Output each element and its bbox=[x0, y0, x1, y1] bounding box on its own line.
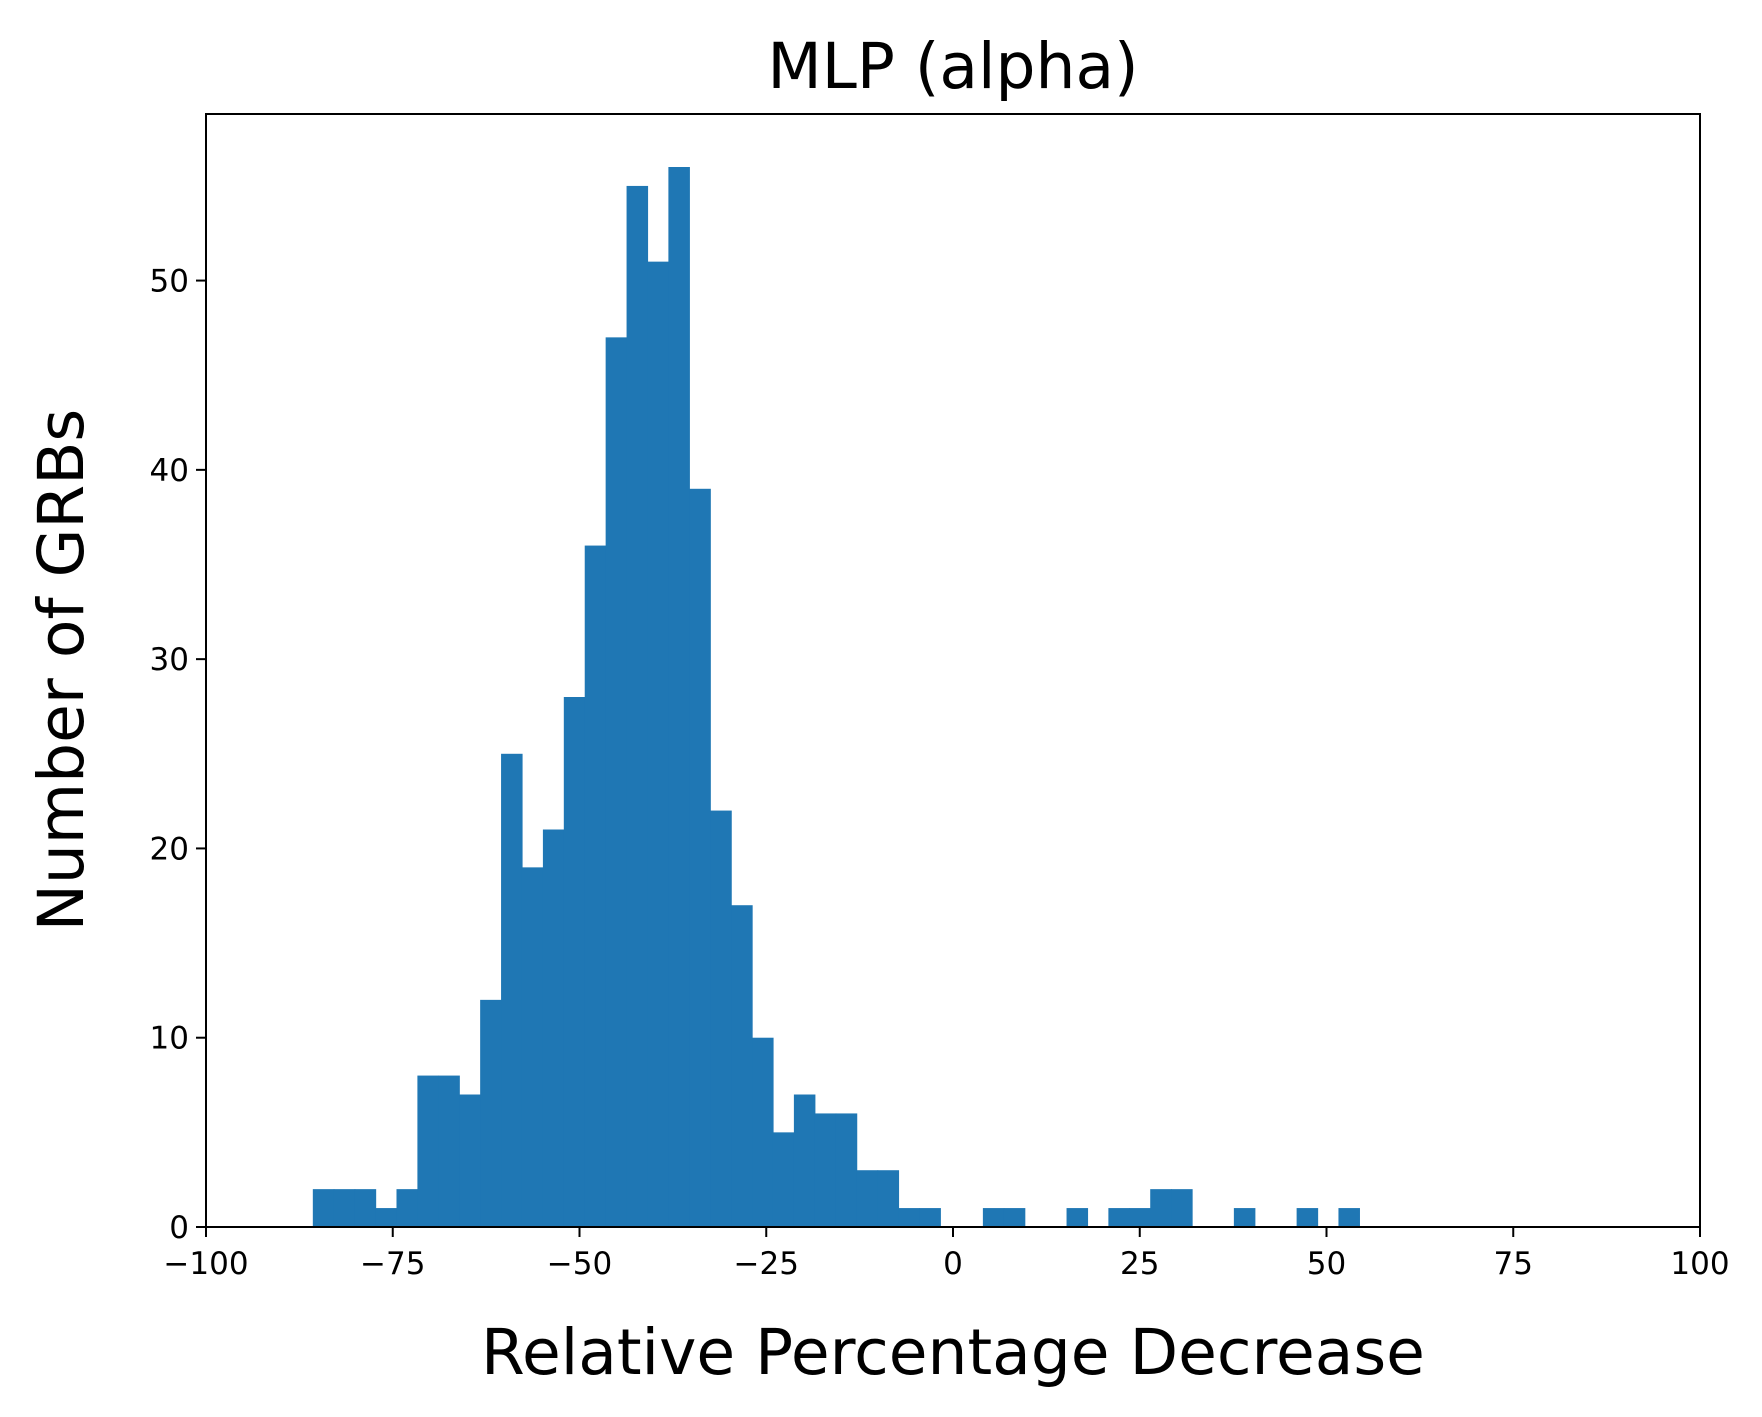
histogram-bars bbox=[312, 167, 1360, 1228]
x-tick-label-7: 75 bbox=[1494, 1246, 1533, 1282]
x-tick-label-6: 50 bbox=[1307, 1246, 1346, 1282]
histogram-bar-1 bbox=[333, 1189, 356, 1227]
histogram-bar-37 bbox=[1233, 1208, 1256, 1227]
histogram-bar-13 bbox=[584, 545, 607, 1227]
histogram-bar-29 bbox=[919, 1208, 941, 1227]
histogram-bar-8 bbox=[480, 999, 502, 1227]
histogram-bar-33 bbox=[1108, 1208, 1130, 1227]
histogram-bar-7 bbox=[459, 1094, 481, 1227]
y-tick-label-5: 50 bbox=[150, 264, 189, 300]
histogram-bar-20 bbox=[731, 905, 753, 1227]
histogram-bar-21 bbox=[752, 1037, 774, 1227]
histogram-bar-16 bbox=[647, 261, 669, 1227]
histogram-bar-11 bbox=[542, 829, 565, 1227]
histogram-bar-27 bbox=[877, 1170, 900, 1227]
y-tick-label-3: 30 bbox=[150, 642, 189, 678]
x-tick-label-0: −100 bbox=[163, 1246, 248, 1282]
y-tick-label-4: 40 bbox=[150, 453, 189, 489]
histogram-bar-18 bbox=[689, 488, 711, 1227]
x-axis-label: Relative Percentage Decrease bbox=[481, 1316, 1425, 1389]
y-axis-label: Number of GRBs bbox=[25, 409, 98, 932]
histogram-bar-22 bbox=[772, 1132, 795, 1227]
y-tick-label-2: 20 bbox=[150, 831, 189, 867]
histogram-bar-23 bbox=[793, 1094, 816, 1227]
x-tick-label-4: 0 bbox=[943, 1246, 963, 1282]
chart-title: MLP (alpha) bbox=[767, 30, 1138, 103]
histogram-bar-12 bbox=[563, 697, 586, 1227]
histogram-bar-10 bbox=[521, 867, 544, 1227]
histogram-bar-6 bbox=[438, 1075, 460, 1227]
plot-frame bbox=[205, 113, 1701, 1228]
histogram-bar-4 bbox=[396, 1189, 419, 1227]
histogram-bar-32 bbox=[1066, 1208, 1089, 1227]
histogram-bar-30 bbox=[982, 1208, 1005, 1227]
histogram-bar-25 bbox=[835, 1113, 858, 1227]
histogram-bar-34 bbox=[1129, 1208, 1151, 1227]
histogram-bar-19 bbox=[710, 810, 732, 1227]
histogram-bar-24 bbox=[814, 1113, 837, 1227]
histogram-bar-38 bbox=[1296, 1208, 1319, 1227]
y-axis-ticks: 0 10 20 30 40 50 bbox=[150, 264, 206, 1246]
histogram-bar-39 bbox=[1338, 1208, 1360, 1227]
x-tick-label-5: 25 bbox=[1120, 1246, 1159, 1282]
histogram-bar-0 bbox=[312, 1189, 335, 1227]
histogram-bar-36 bbox=[1171, 1189, 1193, 1227]
histogram-bar-26 bbox=[856, 1170, 879, 1227]
y-tick-label-1: 10 bbox=[150, 1021, 189, 1057]
histogram-bar-2 bbox=[354, 1189, 377, 1227]
histogram-bar-9 bbox=[501, 753, 523, 1227]
histogram-bar-3 bbox=[375, 1208, 398, 1227]
y-tick-label-0: 0 bbox=[169, 1210, 189, 1246]
x-tick-label-3: −25 bbox=[734, 1246, 799, 1282]
x-tick-label-2: −50 bbox=[547, 1246, 612, 1282]
x-tick-label-1: −75 bbox=[360, 1246, 425, 1282]
histogram-bar-5 bbox=[417, 1075, 439, 1227]
histogram-bar-31 bbox=[1003, 1208, 1026, 1227]
histogram-bar-14 bbox=[605, 337, 628, 1227]
histogram-bar-28 bbox=[898, 1208, 920, 1227]
histogram-bar-35 bbox=[1150, 1189, 1172, 1227]
histogram-bar-17 bbox=[668, 167, 690, 1227]
x-tick-label-8: 100 bbox=[1670, 1246, 1729, 1282]
histogram-bar-15 bbox=[626, 185, 649, 1228]
x-axis-ticks: −100 −75 −50 −25 0 25 50 75 100 bbox=[163, 1227, 1730, 1282]
